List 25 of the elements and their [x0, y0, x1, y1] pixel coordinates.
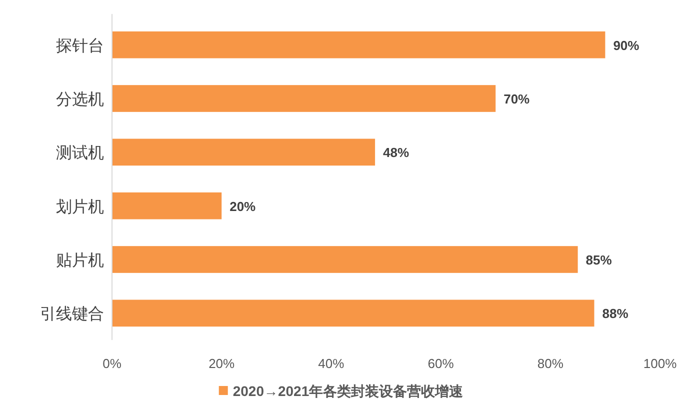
bar	[112, 138, 376, 166]
bar	[112, 85, 496, 112]
bar	[112, 246, 578, 273]
x-tick-label: 60%	[428, 356, 454, 371]
x-tick-label: 80%	[537, 356, 564, 371]
x-tick-label: 100%	[643, 356, 678, 371]
y-tick-label: 划片机	[56, 198, 104, 216]
y-tick-label: 分选机	[56, 90, 104, 108]
data-label: 70%	[504, 92, 530, 106]
y-tick-label: 测试机	[56, 144, 104, 162]
bar	[112, 31, 606, 58]
x-tick-label: 40%	[318, 356, 345, 371]
bar	[112, 300, 594, 327]
y-tick-label: 探针台	[56, 36, 104, 55]
data-label: 88%	[602, 306, 629, 322]
y-tick-label: 贴片机	[56, 252, 104, 270]
data-label: 85%	[586, 252, 612, 268]
x-tick-label: 0%	[102, 356, 122, 371]
data-label: 90%	[613, 38, 640, 53]
bar	[112, 192, 222, 220]
y-tick-label: 引线键合	[40, 305, 104, 324]
data-label: 48%	[383, 145, 410, 160]
legend-label: 2020→2021年各类封装设备营收增速	[232, 383, 464, 399]
data-label: 20%	[230, 198, 256, 214]
x-tick-label: 20%	[208, 356, 236, 371]
